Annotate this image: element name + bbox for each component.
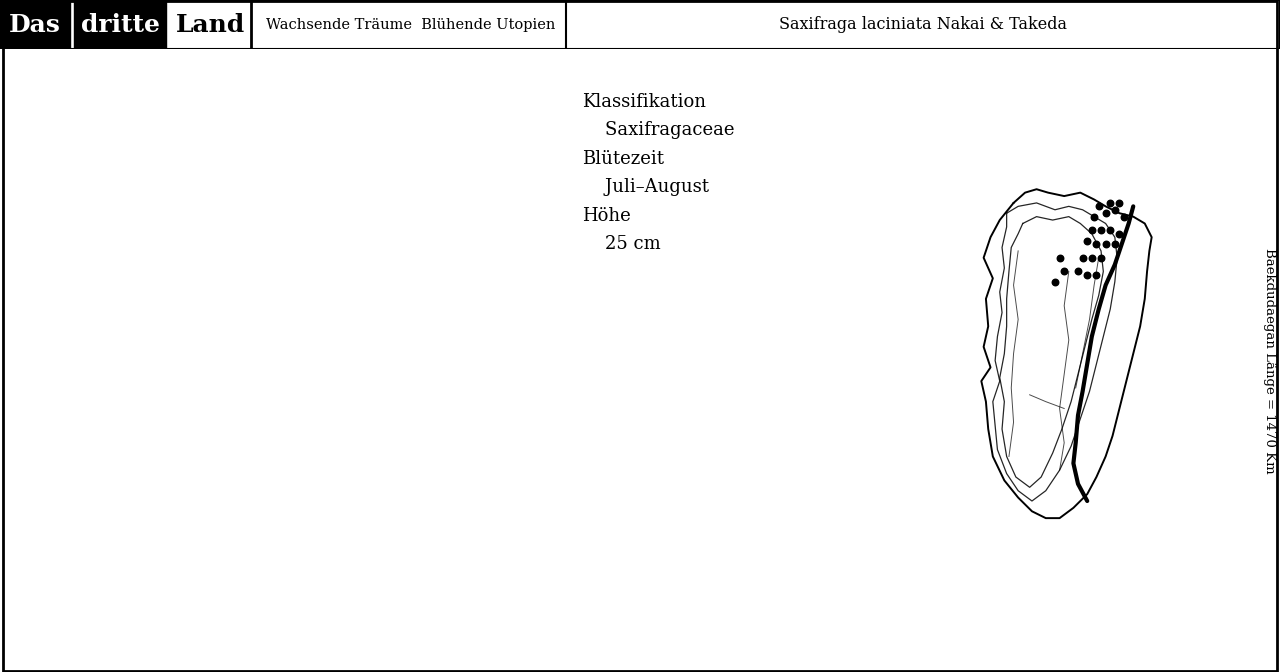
Text: Land: Land [175, 13, 246, 36]
Text: dritte: dritte [81, 13, 160, 36]
Point [1068, 266, 1088, 277]
Point [1114, 211, 1134, 222]
Point [1050, 253, 1070, 263]
Point [1076, 235, 1097, 246]
Point [1105, 239, 1125, 249]
Text: Baekdudaegan Länge = 1470 Km: Baekdudaegan Länge = 1470 Km [1262, 248, 1276, 473]
Text: Saxifraga laciniata Nakai & Takeda: Saxifraga laciniata Nakai & Takeda [778, 16, 1068, 33]
Point [1100, 198, 1120, 208]
Point [1096, 239, 1116, 249]
Point [1084, 211, 1105, 222]
Point [1100, 225, 1120, 236]
Text: Wachsende Träume  Blühende Utopien: Wachsende Träume Blühende Utopien [266, 17, 556, 32]
Text: Klassifikation
    Saxifragaceae
Blütezeit
    Juli–August
Höhe
    25 cm: Klassifikation Saxifragaceae Blütezeit J… [582, 93, 735, 253]
Point [1087, 269, 1107, 280]
Point [1088, 201, 1108, 212]
Point [1091, 225, 1111, 236]
Point [1082, 225, 1102, 236]
Bar [170, 0, 251, 49]
Point [1076, 269, 1097, 280]
Point [1105, 204, 1125, 215]
Bar [0, 0, 70, 49]
Point [1096, 208, 1116, 218]
Point [1087, 239, 1107, 249]
Point [1082, 253, 1102, 263]
Bar [74, 0, 166, 49]
Point [1073, 253, 1093, 263]
Point [1110, 228, 1130, 239]
Text: Das: Das [9, 13, 61, 36]
Point [1053, 266, 1074, 277]
Point [1044, 276, 1065, 287]
Point [1110, 198, 1130, 208]
Point [1091, 253, 1111, 263]
